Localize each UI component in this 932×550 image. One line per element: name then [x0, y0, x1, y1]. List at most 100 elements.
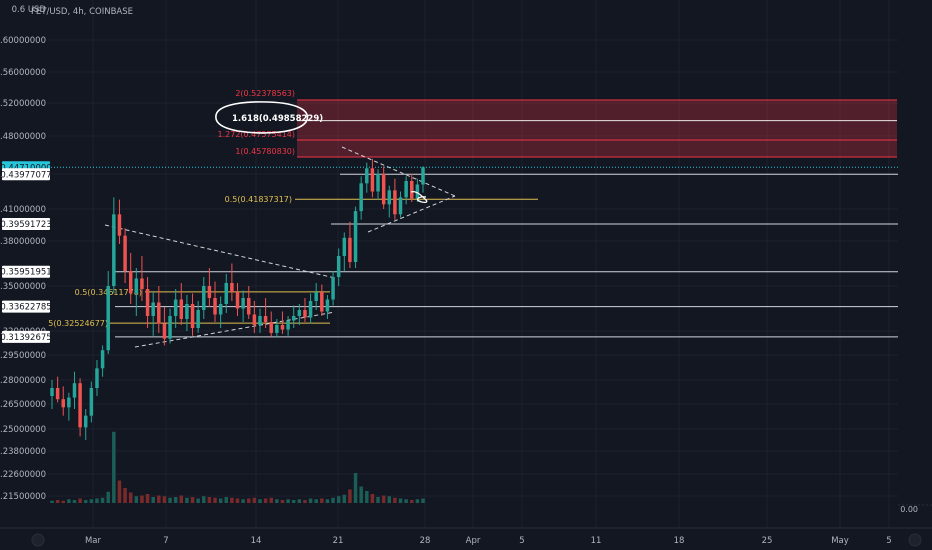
- annotations: 1.618(0.49858229): [215, 101, 428, 204]
- candle-body: [252, 314, 257, 325]
- volume-bar: [173, 497, 178, 503]
- volume-bar: [353, 473, 358, 503]
- fib-half-label: 0.5(0.32524677): [41, 319, 108, 328]
- candle-body: [353, 211, 358, 262]
- volume-bar: [162, 496, 167, 503]
- price-tag-label: 0.35951951: [0, 268, 51, 278]
- price-axis[interactable]: 0.6 USD 0.60000000 0.56000000 0.52000000 0.4…: [0, 0, 48, 528]
- zoom-button: [31, 533, 45, 547]
- price-axis-tick: 0.52000000: [0, 99, 46, 109]
- time-axis-tick: 21: [333, 536, 344, 546]
- hand-drawn-scribble: [410, 190, 428, 204]
- candle-body: [320, 292, 324, 312]
- level-price-tag: [2, 168, 50, 181]
- volume-bar: [280, 500, 285, 503]
- price-axis-tick: 0.28000000: [0, 376, 46, 386]
- candle-body: [95, 368, 99, 388]
- volume-bar: [415, 499, 420, 503]
- price-tag-label: 0.44710000: [0, 163, 51, 173]
- price-axis-tick: 0.56000000: [0, 68, 46, 78]
- volume-bar: [314, 499, 318, 503]
- horizontal-levels: 0.5(0.41837317)0.5(0.34611778)0.5(0.3252…: [41, 166, 898, 338]
- time-axis-tick: 28: [420, 536, 431, 546]
- volume-bar: [179, 495, 184, 503]
- volume-bar: [72, 500, 77, 503]
- volume-bar: [218, 498, 223, 503]
- candle-body: [202, 286, 206, 310]
- symbol-title: FET/USD, 4h, COINBASE: [31, 7, 133, 17]
- volume-bar: [140, 495, 144, 503]
- candle-body: [269, 322, 273, 333]
- time-axis[interactable]: Mar 7 14 21 28 Apr 5 11 18 25 May 5 0.00: [0, 503, 932, 547]
- volume-bar: [50, 500, 54, 503]
- level-price-tag: [2, 218, 50, 231]
- volume-bar: [308, 498, 313, 503]
- time-axis-tick: Mar: [85, 536, 102, 546]
- volume-bar: [252, 497, 257, 503]
- volume-bar: [376, 497, 380, 503]
- price-axis-tick: 0.22600000: [0, 470, 46, 480]
- time-axis-tick: Apr: [466, 536, 481, 546]
- candle-body: [336, 256, 341, 277]
- candle-body: [78, 383, 82, 428]
- fib-label-1: 1(0.45780830): [235, 147, 295, 156]
- volume-bar: [100, 497, 105, 503]
- candle-body: [297, 310, 302, 316]
- candle-body: [235, 292, 240, 309]
- candle-body: [381, 174, 386, 205]
- volume-bar: [230, 497, 234, 503]
- candle-body: [286, 320, 290, 330]
- candle-body: [241, 298, 245, 309]
- candle-body: [207, 286, 212, 298]
- candle-body: [55, 388, 60, 400]
- candle-body: [224, 283, 229, 304]
- volume-bar: [365, 491, 369, 503]
- candle-body: [246, 298, 251, 315]
- candle-body: [376, 174, 380, 192]
- candle-body: [128, 271, 133, 294]
- volume-bar: [134, 496, 139, 503]
- volume-bar: [269, 497, 273, 503]
- price-axis-tick: 0.29500000: [0, 351, 46, 361]
- volume-bar: [241, 499, 245, 503]
- candle-body: [275, 325, 279, 333]
- volume-bar: [404, 499, 408, 503]
- volume-bar: [246, 498, 251, 503]
- price-axis-tick: 0.60000000: [0, 36, 46, 46]
- volume-bars: [50, 431, 425, 503]
- candle-body: [89, 388, 94, 416]
- volume-scale-bg: [900, 503, 932, 517]
- volume-bar: [303, 500, 307, 503]
- candle-body: [410, 181, 414, 199]
- volume-bar: [95, 498, 99, 503]
- volume-bar: [263, 498, 268, 503]
- price-tag-label: 0.39591723: [0, 220, 51, 230]
- volume-bar: [331, 497, 335, 503]
- fib-label-1618: 1.618(0.49858229): [232, 114, 323, 124]
- candle-body: [134, 278, 139, 294]
- volume-bar: [421, 498, 425, 503]
- price-axis-tick: 0.48000000: [0, 132, 46, 142]
- volume-bar: [190, 497, 195, 503]
- candle-body: [145, 289, 150, 316]
- trendline-dashed: [134, 311, 336, 348]
- candle-body: [404, 181, 408, 198]
- fib-target-zone: [297, 100, 897, 157]
- candle-body: [140, 278, 144, 289]
- price-axis-tick: 0.23800000: [0, 447, 46, 457]
- time-axis-tick: 11: [591, 536, 602, 546]
- level-price-tag: [2, 265, 50, 278]
- volume-bar: [348, 489, 352, 503]
- volume-bar: [151, 497, 155, 503]
- volume-bar: [207, 497, 212, 503]
- volume-bar: [370, 494, 375, 503]
- candle-body: [67, 397, 71, 408]
- candle-body: [123, 235, 127, 271]
- volume-bar: [224, 497, 229, 503]
- candle-body: [398, 197, 403, 215]
- time-axis-tick: 18: [674, 536, 685, 546]
- trendline-dashed: [367, 195, 456, 233]
- volume-bar: [359, 486, 363, 503]
